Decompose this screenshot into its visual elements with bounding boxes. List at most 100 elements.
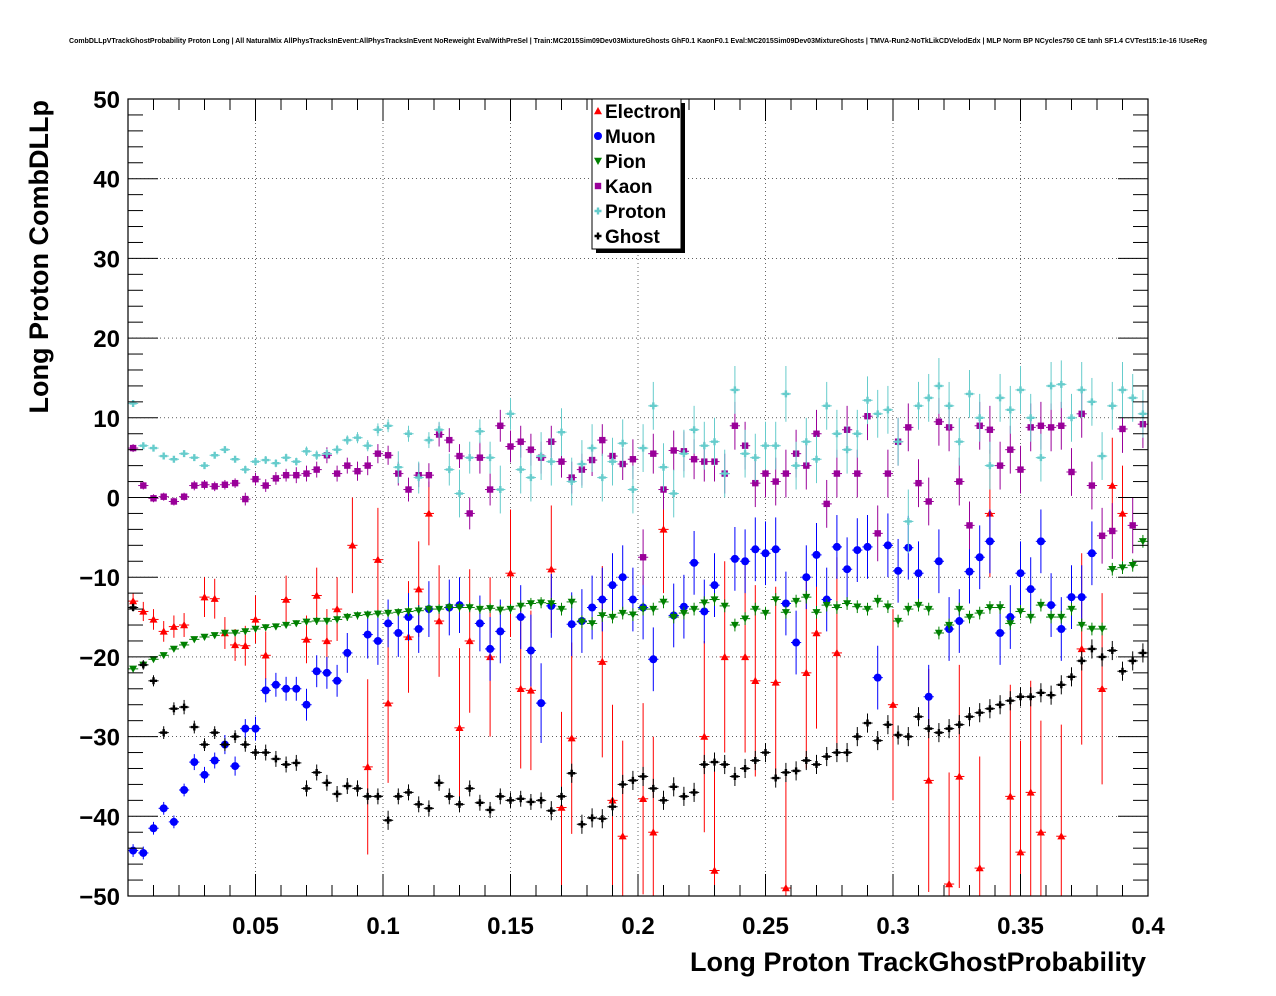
data-point bbox=[996, 394, 1004, 402]
data-point bbox=[884, 470, 892, 477]
x-tick-label: 0.1 bbox=[366, 913, 399, 940]
data-point bbox=[1047, 691, 1055, 699]
data-point bbox=[312, 591, 321, 599]
data-point bbox=[405, 486, 412, 493]
data-point bbox=[884, 406, 892, 414]
data-point bbox=[190, 636, 199, 644]
data-point bbox=[864, 396, 871, 404]
legend-items: Electron Muon Pion Kaon Proton Ghost bbox=[594, 102, 681, 248]
data-point bbox=[1057, 681, 1065, 689]
data-point bbox=[201, 481, 208, 488]
data-point bbox=[1016, 608, 1025, 616]
data-point bbox=[293, 471, 300, 479]
data-point bbox=[354, 784, 361, 792]
data-point bbox=[985, 604, 994, 612]
data-point bbox=[404, 608, 413, 616]
data-point bbox=[1027, 693, 1035, 701]
data-point bbox=[1026, 788, 1035, 796]
data-point bbox=[261, 651, 270, 659]
data-point bbox=[966, 713, 973, 721]
data-point bbox=[996, 604, 1005, 612]
data-point bbox=[415, 474, 423, 482]
data-point bbox=[670, 783, 678, 791]
data-point bbox=[373, 555, 382, 563]
data-point bbox=[445, 466, 453, 474]
data-point bbox=[935, 382, 943, 390]
data-point bbox=[914, 569, 923, 578]
data-point bbox=[516, 613, 525, 622]
data-point bbox=[405, 788, 412, 796]
data-point bbox=[507, 796, 514, 804]
y-tick-label: 20 bbox=[93, 326, 120, 353]
data-point bbox=[761, 609, 770, 618]
data-point bbox=[619, 439, 627, 447]
data-point bbox=[1006, 792, 1015, 800]
data-point bbox=[884, 721, 892, 729]
data-point bbox=[537, 452, 545, 460]
data-point bbox=[1078, 386, 1086, 394]
data-point bbox=[1087, 625, 1096, 634]
data-point bbox=[598, 657, 607, 665]
legend-label: Electron bbox=[605, 102, 681, 123]
data-point bbox=[608, 581, 617, 590]
data-point bbox=[558, 458, 565, 465]
data-point bbox=[710, 866, 719, 874]
data-point bbox=[1057, 613, 1066, 622]
data-point bbox=[1067, 593, 1076, 602]
data-point bbox=[639, 772, 647, 780]
data-point bbox=[945, 880, 954, 888]
legend-label: Pion bbox=[605, 152, 646, 173]
data-point bbox=[445, 604, 454, 612]
data-point bbox=[139, 848, 148, 857]
data-point bbox=[384, 452, 392, 459]
data-point bbox=[129, 399, 137, 407]
data-point bbox=[1088, 482, 1096, 489]
data-point bbox=[180, 703, 188, 711]
data-point bbox=[517, 795, 525, 803]
data-point bbox=[262, 482, 269, 489]
data-point bbox=[435, 426, 443, 434]
data-point bbox=[904, 517, 912, 525]
data-point bbox=[660, 796, 667, 804]
data-point bbox=[476, 799, 484, 807]
data-point bbox=[761, 549, 770, 558]
data-point bbox=[731, 386, 739, 394]
data-point bbox=[547, 807, 555, 815]
data-point bbox=[384, 609, 393, 618]
data-point bbox=[649, 784, 657, 792]
data-point bbox=[251, 724, 260, 733]
data-point bbox=[1108, 402, 1116, 410]
data-point bbox=[211, 483, 218, 490]
data-point bbox=[874, 410, 882, 418]
data-point bbox=[772, 442, 780, 450]
data-point bbox=[241, 628, 250, 636]
data-point bbox=[629, 456, 637, 463]
data-point bbox=[670, 490, 678, 498]
data-point bbox=[180, 621, 189, 629]
data-point bbox=[506, 569, 515, 577]
data-point bbox=[1108, 647, 1116, 655]
data-point bbox=[700, 599, 709, 607]
data-point bbox=[1119, 386, 1126, 394]
data-point bbox=[925, 394, 933, 402]
data-point bbox=[333, 790, 341, 798]
data-point bbox=[986, 462, 994, 470]
data-point bbox=[751, 454, 759, 462]
data-point bbox=[435, 605, 444, 614]
data-point bbox=[873, 597, 882, 606]
data-point bbox=[384, 816, 392, 824]
data-point bbox=[813, 430, 820, 437]
data-point bbox=[405, 430, 412, 438]
data-point bbox=[1036, 601, 1045, 610]
data-point bbox=[424, 509, 433, 517]
data-point bbox=[129, 603, 137, 611]
data-point bbox=[782, 470, 790, 477]
data-point bbox=[915, 402, 922, 410]
data-point bbox=[894, 438, 902, 446]
x-tick-label: 0.25 bbox=[742, 913, 789, 940]
series-proton bbox=[128, 358, 1148, 554]
data-point bbox=[711, 758, 718, 766]
data-point bbox=[578, 820, 586, 828]
data-point bbox=[945, 725, 953, 733]
data-point bbox=[966, 522, 973, 529]
